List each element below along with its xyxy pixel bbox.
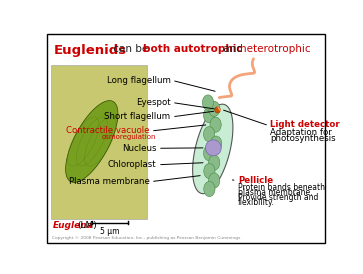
Ellipse shape (208, 155, 220, 170)
Ellipse shape (210, 117, 221, 132)
Ellipse shape (204, 181, 215, 197)
Text: can be: can be (110, 44, 152, 55)
Text: Euglena: Euglena (52, 221, 93, 230)
Ellipse shape (205, 140, 221, 156)
Text: Chloroplast: Chloroplast (108, 160, 156, 169)
Ellipse shape (208, 101, 220, 116)
Polygon shape (193, 104, 233, 194)
Text: photosynthesis: photosynthesis (270, 134, 336, 143)
FancyBboxPatch shape (51, 65, 147, 219)
Text: heterotrophic: heterotrophic (240, 44, 311, 55)
Ellipse shape (204, 127, 215, 142)
Text: Long flagellum: Long flagellum (107, 76, 171, 85)
Text: Provide strength and: Provide strength and (238, 193, 318, 202)
Ellipse shape (204, 108, 215, 123)
Ellipse shape (204, 145, 215, 161)
Ellipse shape (202, 95, 213, 110)
Text: Pellicle: Pellicle (238, 176, 273, 185)
Text: osmoregulation: osmoregulation (102, 134, 156, 140)
Ellipse shape (204, 164, 215, 179)
Text: and: and (220, 44, 246, 55)
Text: Euglenids: Euglenids (54, 44, 127, 58)
Ellipse shape (211, 136, 222, 151)
Text: Adaptation for: Adaptation for (270, 128, 332, 137)
Text: Copyright © 2008 Pearson Education, Inc., publishing as Pearson Benjamin Cumming: Copyright © 2008 Pearson Education, Inc.… (52, 236, 241, 240)
Text: 5 μm: 5 μm (100, 227, 120, 236)
Text: Nucleus: Nucleus (122, 144, 156, 153)
Text: plasma membrane.: plasma membrane. (238, 188, 313, 197)
Text: Eyespot: Eyespot (136, 98, 171, 107)
Text: both autotrophic: both autotrophic (143, 44, 242, 55)
Text: Light detector: Light detector (270, 120, 340, 129)
Text: (LM): (LM) (78, 221, 98, 230)
Text: Contractile vacuole: Contractile vacuole (66, 127, 150, 135)
Ellipse shape (215, 107, 220, 113)
Text: flexibility.: flexibility. (238, 198, 275, 207)
Polygon shape (66, 101, 118, 182)
Ellipse shape (208, 173, 220, 188)
Text: Short flagellum: Short flagellum (105, 112, 171, 121)
Text: Protein bands beneath: Protein bands beneath (238, 183, 325, 192)
Text: Plasma membrane: Plasma membrane (69, 177, 150, 186)
